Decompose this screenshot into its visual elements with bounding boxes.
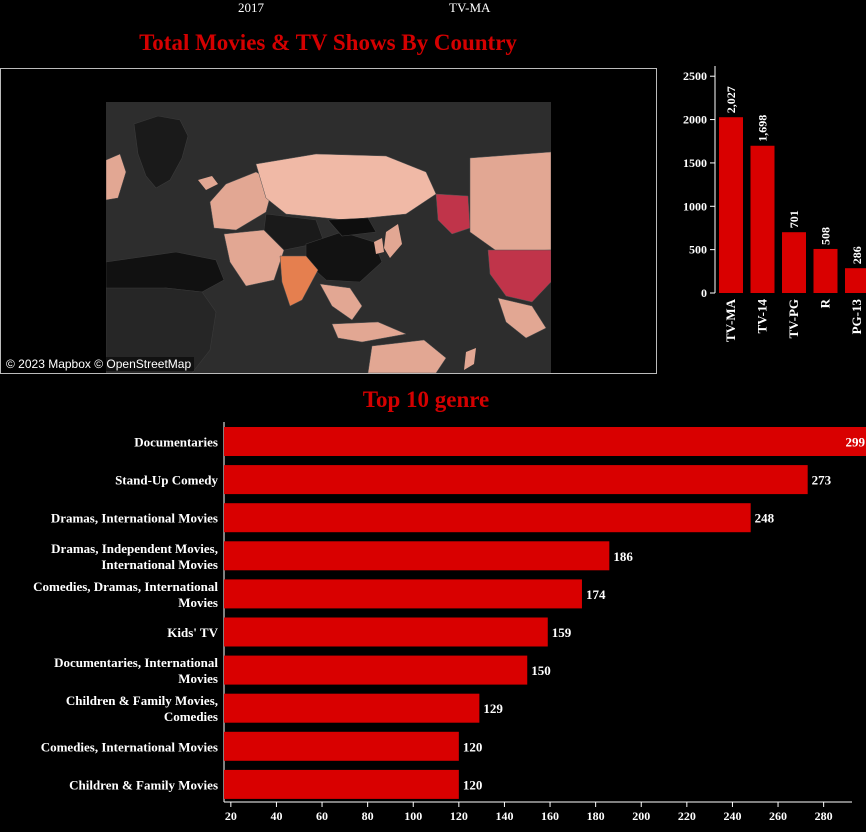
genre-bar — [224, 617, 548, 647]
map-region-iceland — [198, 176, 218, 190]
choropleth-map[interactable]: © 2023 Mapbox © OpenStreetMap — [0, 68, 657, 374]
rating-category-label: TV-PG — [786, 299, 801, 338]
map-title: Total Movies & TV Shows By Country — [139, 30, 517, 55]
genre-category-label: Comedies, International Movies — [41, 739, 218, 754]
genre-category-label: Children & Family Movies — [69, 777, 218, 792]
genre-bar — [224, 465, 808, 495]
rating-bar — [845, 268, 866, 293]
rating-bar — [750, 145, 775, 293]
genre-value-label: 299 — [845, 435, 865, 450]
genre-category-label: Documentaries, International — [54, 655, 218, 670]
map-region-canada — [469, 151, 551, 253]
genre-bar — [224, 693, 480, 723]
genre-value-label: 120 — [463, 777, 483, 792]
rating-value: TV-MA — [449, 0, 491, 15]
rating-bar-chart: 0 500 1000 1500 2000 2500 2,027 TV-MA 1,698 TV-14… — [683, 66, 866, 342]
rating-y-tick-label: 2500 — [683, 69, 707, 83]
rating-category-label: R — [818, 298, 833, 308]
genre-category-label: International Movies — [101, 557, 218, 572]
rating-y-tick-label: 1500 — [683, 156, 707, 170]
rating-y-tick-label: 2000 — [683, 113, 707, 127]
rating-category-label: TV-14 — [755, 299, 770, 334]
map-region-australia — [367, 339, 447, 373]
genre-x-tick-label: 260 — [769, 809, 787, 823]
rating-y-tick-label: 500 — [689, 243, 707, 257]
genre-category-label: Dramas, International Movies — [51, 511, 218, 526]
genre-bar — [224, 427, 866, 456]
map-region-greenland — [133, 115, 189, 189]
map-canvas[interactable] — [106, 102, 551, 373]
genre-category-label: Comedies, Dramas, International — [33, 579, 218, 594]
genre-bar — [224, 769, 459, 799]
map-region-africa — [106, 287, 217, 373]
map-region-new-zealand — [464, 348, 476, 370]
genre-value-label: 120 — [463, 739, 483, 754]
genre-x-tick-label: 100 — [404, 809, 422, 823]
rating-category-label: PG-13 — [849, 299, 864, 335]
map-region-alaska — [435, 193, 471, 235]
genre-x-tick-label: 20 — [225, 809, 237, 823]
genre-value-label: 174 — [586, 587, 606, 602]
genre-category-label: Dramas, Independent Movies, — [51, 541, 218, 556]
map-attribution-link[interactable]: © 2023 Mapbox © OpenStreetMap — [3, 357, 195, 371]
year-value: 2017 — [238, 0, 264, 15]
map-region-usa — [487, 249, 551, 303]
rating-value-label: 2,027 — [724, 86, 738, 113]
genre-x-tick-label: 240 — [723, 809, 741, 823]
genre-chart-title: Top 10 genre — [362, 387, 490, 412]
map-region-mexico — [497, 297, 547, 339]
rating-bar — [782, 232, 806, 293]
rating-value-label: 701 — [787, 210, 801, 228]
map-region-korea — [374, 238, 384, 254]
genre-x-tick-label: 220 — [678, 809, 696, 823]
genre-x-tick-label: 180 — [587, 809, 605, 823]
rating-y-tick-label: 0 — [701, 286, 707, 300]
genre-x-tick-label: 140 — [495, 809, 513, 823]
genre-category-label: Documentaries — [134, 435, 218, 450]
genre-x-tick-label: 40 — [270, 809, 282, 823]
rating-value-label: 1,698 — [756, 115, 770, 142]
genre-value-label: 186 — [613, 549, 633, 564]
map-region-canada-east — [106, 153, 127, 201]
genre-category-label: Movies — [178, 671, 218, 686]
genre-x-tick-label: 200 — [632, 809, 650, 823]
genre-category-label: Children & Family Movies, — [66, 693, 218, 708]
rating-category-label: TV-MA — [723, 298, 738, 342]
map-region-mongolia — [327, 217, 377, 237]
map-region-russia — [255, 153, 437, 221]
map-region-central-asia — [263, 213, 325, 251]
genre-value-label: 159 — [552, 625, 572, 640]
genre-x-tick-label: 60 — [316, 809, 328, 823]
genre-value-label: 273 — [812, 473, 832, 488]
map-region-indonesia — [331, 321, 407, 343]
genre-x-tick-label: 280 — [815, 809, 833, 823]
map-region-southeast-asia — [319, 283, 363, 321]
genre-value-label: 129 — [483, 701, 503, 716]
genre-x-tick-label: 80 — [362, 809, 374, 823]
genre-x-tick-label: 160 — [541, 809, 559, 823]
rating-value-label: 508 — [819, 227, 833, 245]
genre-category-label: Movies — [178, 595, 218, 610]
genre-bar — [224, 503, 751, 533]
genre-value-label: 150 — [531, 663, 551, 678]
rating-y-tick-label: 1000 — [683, 199, 707, 213]
genre-bar — [224, 655, 528, 685]
genre-bar — [224, 541, 610, 571]
rating-bar — [719, 117, 743, 293]
genre-bar — [224, 579, 582, 609]
genre-value-label: 248 — [755, 511, 775, 526]
genre-bar — [224, 731, 459, 761]
genre-category-label: Comedies — [164, 709, 218, 724]
rating-value-label: 286 — [850, 246, 864, 264]
map-region-india — [279, 255, 319, 307]
rating-bar — [813, 248, 838, 293]
genre-bar-chart: 299 Documentaries 273 Stand-Up Comedy 248 Dra… — [33, 422, 866, 823]
genre-x-tick-label: 120 — [450, 809, 468, 823]
genre-category-label: Kids' TV — [167, 625, 218, 640]
genre-category-label: Stand-Up Comedy — [115, 473, 218, 488]
map-region-japan — [384, 224, 402, 258]
